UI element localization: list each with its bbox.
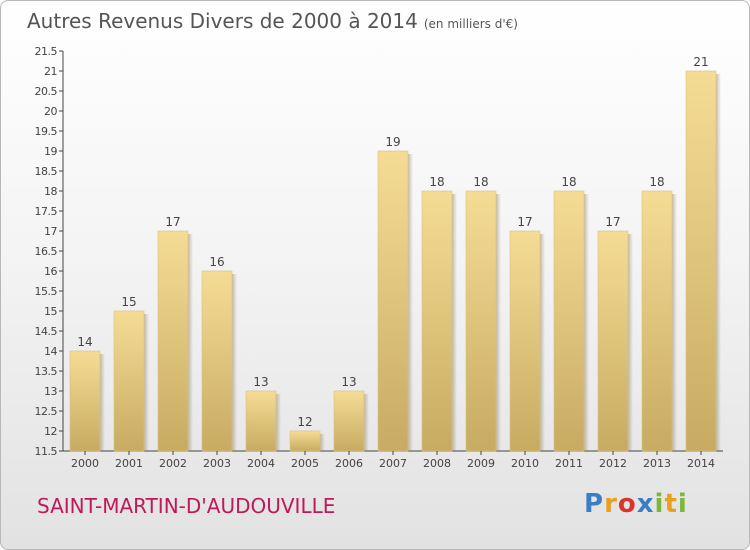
bar-2011 xyxy=(553,190,585,452)
logo-letter: x xyxy=(636,489,655,519)
x-tick-label: 2013 xyxy=(643,457,671,470)
y-tick-label: 19 xyxy=(44,145,57,158)
data-label: 17 xyxy=(165,215,180,229)
bar-shadow xyxy=(496,194,501,451)
data-label: 13 xyxy=(253,375,268,389)
y-tick-label: 16.5 xyxy=(35,245,58,258)
y-tick-label: 19.5 xyxy=(35,125,58,138)
data-label: 18 xyxy=(429,175,444,189)
y-tick-label: 11.5 xyxy=(35,445,58,458)
bar-2000 xyxy=(69,350,101,452)
data-label: 16 xyxy=(209,255,224,269)
y-tick-label: 12 xyxy=(44,425,57,438)
x-tick-label: 2004 xyxy=(247,457,275,470)
bar-shadow xyxy=(188,234,193,451)
bar-shadow xyxy=(716,74,721,451)
title-text: Autres Revenus Divers de 2000 à 2014 xyxy=(27,9,418,33)
x-tick-label: 2005 xyxy=(291,457,319,470)
logo-letter: t xyxy=(664,489,678,519)
y-tick-label: 14.5 xyxy=(35,325,58,338)
y-tick-label: 21 xyxy=(44,65,57,78)
x-tick-label: 2007 xyxy=(379,457,407,470)
data-label: 12 xyxy=(297,415,312,429)
bar-shadow xyxy=(672,194,677,451)
bar-shadow xyxy=(408,154,413,451)
y-tick-label: 17 xyxy=(44,225,57,238)
bar-shadow xyxy=(100,354,105,451)
x-tick-label: 2002 xyxy=(159,457,187,470)
x-tick-label: 2012 xyxy=(599,457,627,470)
logo-letter: i xyxy=(677,489,688,519)
x-tick-label: 2009 xyxy=(467,457,495,470)
bar-2005 xyxy=(289,430,321,452)
x-tick-label: 2000 xyxy=(71,457,99,470)
data-label: 18 xyxy=(561,175,576,189)
data-label: 18 xyxy=(649,175,664,189)
y-tick-label: 12.5 xyxy=(35,405,58,418)
data-label: 17 xyxy=(605,215,620,229)
bar-shadow xyxy=(540,234,545,451)
bar-2014 xyxy=(685,70,717,452)
data-label: 13 xyxy=(341,375,356,389)
bar-2004 xyxy=(245,390,277,452)
data-label: 15 xyxy=(121,295,136,309)
bar-shadow xyxy=(320,434,325,451)
y-tick-label: 16 xyxy=(44,265,57,278)
bar-2007 xyxy=(377,150,409,452)
y-tick-label: 17.5 xyxy=(35,205,58,218)
bar-2002 xyxy=(157,230,189,452)
bar-shadow xyxy=(232,274,237,451)
data-label: 18 xyxy=(473,175,488,189)
bar-2008 xyxy=(421,190,453,452)
y-tick-label: 15.5 xyxy=(35,285,58,298)
data-label: 14 xyxy=(77,335,92,349)
bar-shadow xyxy=(452,194,457,451)
logo-letter: P xyxy=(584,489,605,519)
unit-label: (en milliers d'€) xyxy=(423,17,518,31)
logo-letter: r xyxy=(604,489,618,519)
y-tick-label: 13 xyxy=(44,385,57,398)
bar-shadow xyxy=(584,194,589,451)
y-tick-label: 13.5 xyxy=(35,365,58,378)
x-tick-label: 2006 xyxy=(335,457,363,470)
bar-2001 xyxy=(113,310,145,452)
proxiti-logo: Proxiti xyxy=(584,489,688,519)
y-tick-label: 15 xyxy=(44,305,57,318)
y-tick-label: 20.5 xyxy=(35,85,58,98)
y-tick-label: 20 xyxy=(44,105,57,118)
bar-2006 xyxy=(333,390,365,452)
y-tick-label: 14 xyxy=(44,345,57,358)
x-tick-label: 2010 xyxy=(511,457,539,470)
x-tick-label: 2014 xyxy=(687,457,715,470)
y-tick-label: 21.5 xyxy=(35,45,58,58)
x-tick-label: 2001 xyxy=(115,457,143,470)
bar-shadow xyxy=(144,314,149,451)
x-tick-label: 2011 xyxy=(555,457,583,470)
bar-2010 xyxy=(509,230,541,452)
data-label: 19 xyxy=(385,135,400,149)
bar-shadow xyxy=(276,394,281,451)
chart-title: Autres Revenus Divers de 2000 à 2014 (en … xyxy=(27,9,518,33)
logo-letter: i xyxy=(654,489,665,519)
bar-shadow xyxy=(628,234,633,451)
bar-2013 xyxy=(641,190,673,452)
data-label: 17 xyxy=(517,215,532,229)
x-tick-label: 2003 xyxy=(203,457,231,470)
bar-2012 xyxy=(597,230,629,452)
x-tick-label: 2008 xyxy=(423,457,451,470)
data-label: 21 xyxy=(693,55,708,69)
y-tick-label: 18 xyxy=(44,185,57,198)
bar-2009 xyxy=(465,190,497,452)
bar-2003 xyxy=(201,270,233,452)
commune-name: SAINT-MARTIN-D'AUDOUVILLE xyxy=(37,494,336,518)
bar-shadow xyxy=(364,394,369,451)
logo-letter: o xyxy=(617,489,637,519)
y-tick-label: 18.5 xyxy=(35,165,58,178)
